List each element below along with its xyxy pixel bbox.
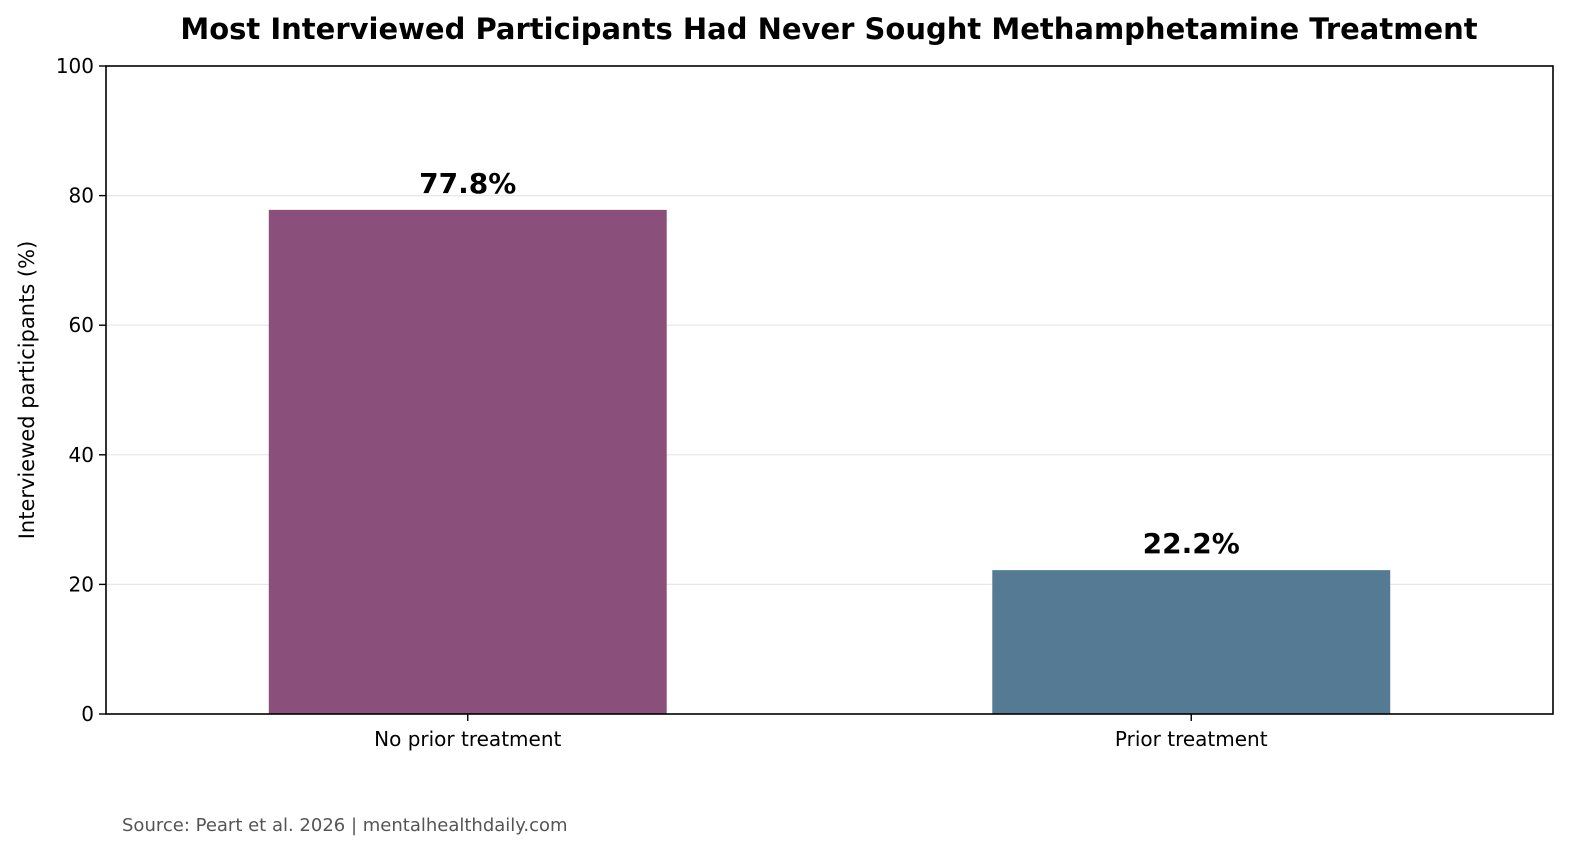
chart-title: Most Interviewed Participants Had Never … (180, 12, 1477, 46)
source-note: Source: Peart et al. 2026 | mentalhealth… (122, 815, 568, 836)
bar-no-prior-treatment (268, 209, 667, 714)
data-label-no-prior-treatment: 77.8% (419, 167, 516, 200)
y-axis-ticks: 0 20 40 60 80 100 (56, 54, 106, 726)
bar-prior-treatment (992, 570, 1391, 714)
y-tick-label-20: 20 (69, 572, 94, 596)
y-tick-label-0: 0 (81, 702, 94, 726)
y-tick-label-40: 40 (69, 443, 94, 467)
bars (268, 209, 1391, 714)
data-label-prior-treatment: 22.2% (1143, 527, 1240, 560)
data-labels: 77.8% 22.2% (419, 167, 1240, 560)
y-tick-label-60: 60 (69, 313, 94, 337)
x-tick-label-no-prior-treatment: No prior treatment (374, 727, 561, 751)
y-tick-label-80: 80 (69, 184, 94, 208)
x-axis-ticks: No prior treatment Prior treatment (374, 714, 1268, 751)
plot-frame (105, 65, 1554, 715)
y-tick-label-100: 100 (56, 54, 94, 78)
y-axis-label: Interviewed participants (%) (15, 241, 39, 540)
x-tick-label-prior-treatment: Prior treatment (1115, 727, 1268, 751)
